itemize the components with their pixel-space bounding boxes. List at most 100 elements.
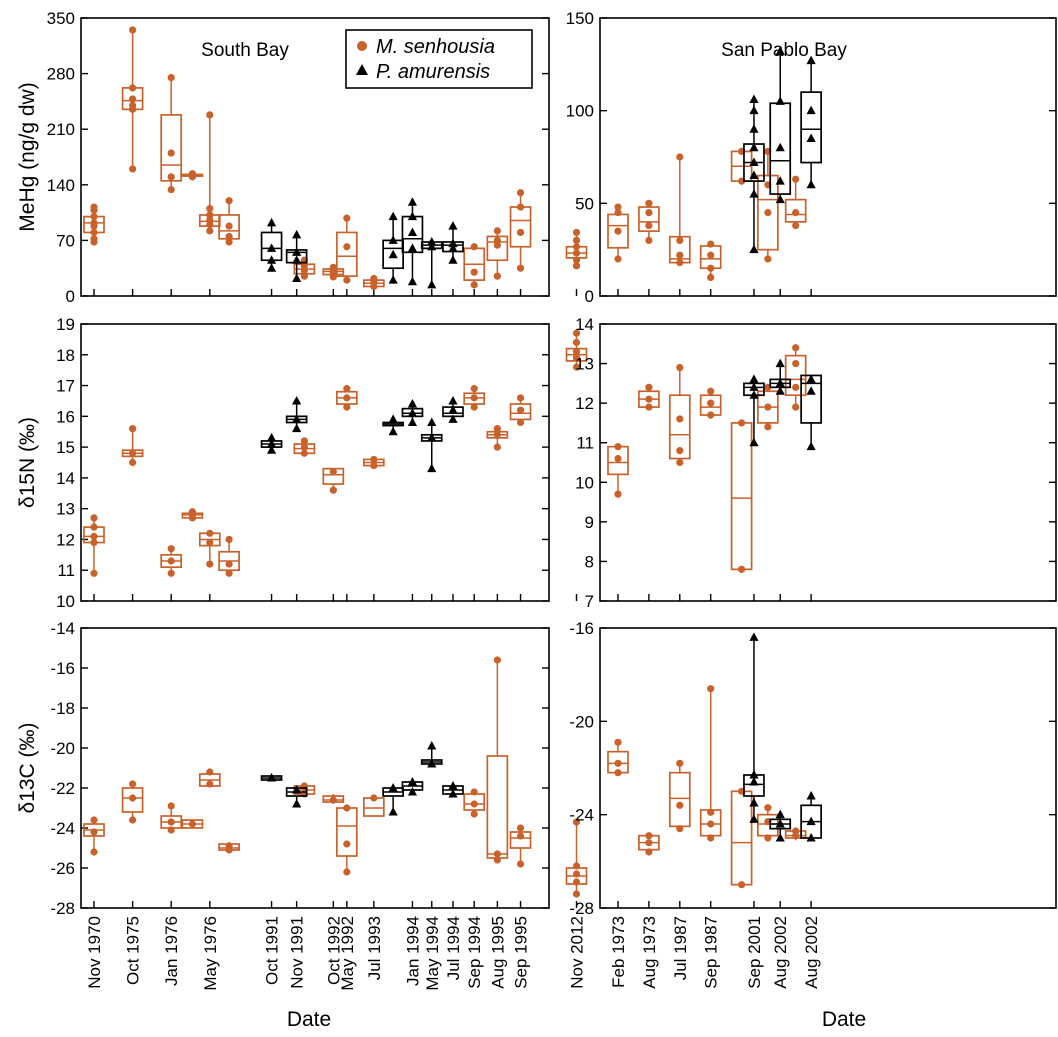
data-point <box>225 569 233 577</box>
data-point <box>407 777 418 786</box>
data-point <box>749 244 759 254</box>
data-point <box>292 395 302 405</box>
data-point <box>90 514 98 522</box>
data-point <box>614 255 622 263</box>
y-tick-label: 14 <box>56 469 75 488</box>
data-point <box>167 545 175 553</box>
panel-4: 0 50 100 150 San Pablo Bay <box>566 9 1057 306</box>
y-tick-label: 13 <box>56 500 75 519</box>
data-point <box>707 251 715 259</box>
data-point <box>343 214 351 222</box>
data-point <box>388 414 398 423</box>
data-point <box>775 358 785 368</box>
data-point <box>188 170 197 178</box>
data-point <box>129 165 137 173</box>
y-tick-label: -20 <box>50 739 75 758</box>
data-point <box>749 390 759 399</box>
box <box>335 807 358 857</box>
data-point <box>676 259 684 267</box>
x-tick-label: Oct 1992 <box>324 916 343 985</box>
data-point <box>206 768 214 776</box>
data-point <box>292 414 302 423</box>
data-point <box>775 142 785 152</box>
data-point <box>572 862 581 870</box>
data-point <box>806 105 816 115</box>
data-point <box>427 236 437 246</box>
data-point <box>167 569 175 577</box>
data-point <box>470 243 478 251</box>
data-point <box>292 247 302 256</box>
data-point <box>493 272 501 280</box>
data-point <box>266 432 277 442</box>
data-point <box>329 263 337 272</box>
data-point <box>572 818 581 826</box>
data-point <box>764 834 772 842</box>
x-tick-label: Jan 1994 <box>403 916 422 986</box>
data-point <box>427 417 437 426</box>
data-point <box>775 194 785 204</box>
panel-title: San Pablo Bay <box>721 40 847 61</box>
y-tick-label: 150 <box>566 9 594 28</box>
data-point <box>775 809 785 819</box>
data-point <box>266 773 277 782</box>
data-point <box>749 105 759 115</box>
data-point <box>206 780 214 788</box>
data-point <box>645 236 653 244</box>
y-tick-label: -16 <box>50 659 75 678</box>
plot-frame <box>80 323 550 602</box>
data-point <box>614 227 622 235</box>
box <box>160 114 183 182</box>
data-point <box>775 386 785 395</box>
y-tick-label: -16 <box>569 619 594 638</box>
data-point <box>407 399 418 408</box>
box <box>784 198 807 223</box>
data-point <box>188 820 197 828</box>
x-axis-title-right: Date <box>822 1008 866 1031</box>
data-point <box>676 236 684 244</box>
data-point <box>370 794 378 802</box>
data-point <box>292 255 302 264</box>
data-point <box>470 268 478 276</box>
data-point <box>225 560 233 568</box>
data-point <box>206 111 214 119</box>
x-tick-label: Jan 1976 <box>162 916 181 986</box>
data-point <box>448 789 458 798</box>
data-point <box>572 354 581 362</box>
data-point <box>676 825 684 833</box>
data-point <box>614 454 622 463</box>
y-tick-label: 7 <box>585 592 594 611</box>
data-point <box>407 276 418 286</box>
data-point <box>516 406 525 414</box>
data-point <box>300 443 308 451</box>
data-point <box>676 458 684 467</box>
data-point <box>806 55 816 65</box>
panel-6: -28 -24 -20 -16 Feb 1973 Aug 1973 Jul 1987 Sep … <box>569 619 1057 989</box>
legend-box <box>345 29 533 89</box>
data-point <box>343 243 351 251</box>
data-point <box>738 881 746 889</box>
data-point <box>388 783 398 792</box>
y-tick-label: 13 <box>575 355 594 374</box>
data-point <box>448 395 458 405</box>
data-point <box>516 264 525 272</box>
data-point <box>448 243 458 252</box>
data-point <box>792 827 800 835</box>
data-point <box>129 780 137 788</box>
data-point <box>572 243 581 251</box>
data-point <box>225 232 233 241</box>
series-pamu <box>743 46 822 254</box>
data-point <box>516 189 525 197</box>
x-tick-label: Oct 1975 <box>124 916 143 985</box>
data-point <box>266 445 277 454</box>
data-point <box>707 820 715 828</box>
y-tick-label: -14 <box>50 619 75 638</box>
data-point <box>676 759 684 767</box>
series-msen <box>607 685 807 889</box>
data-point <box>764 423 772 431</box>
data-point <box>806 441 816 451</box>
data-point <box>806 791 816 800</box>
data-point <box>676 415 684 423</box>
data-point <box>572 228 581 237</box>
data-point <box>266 217 277 227</box>
